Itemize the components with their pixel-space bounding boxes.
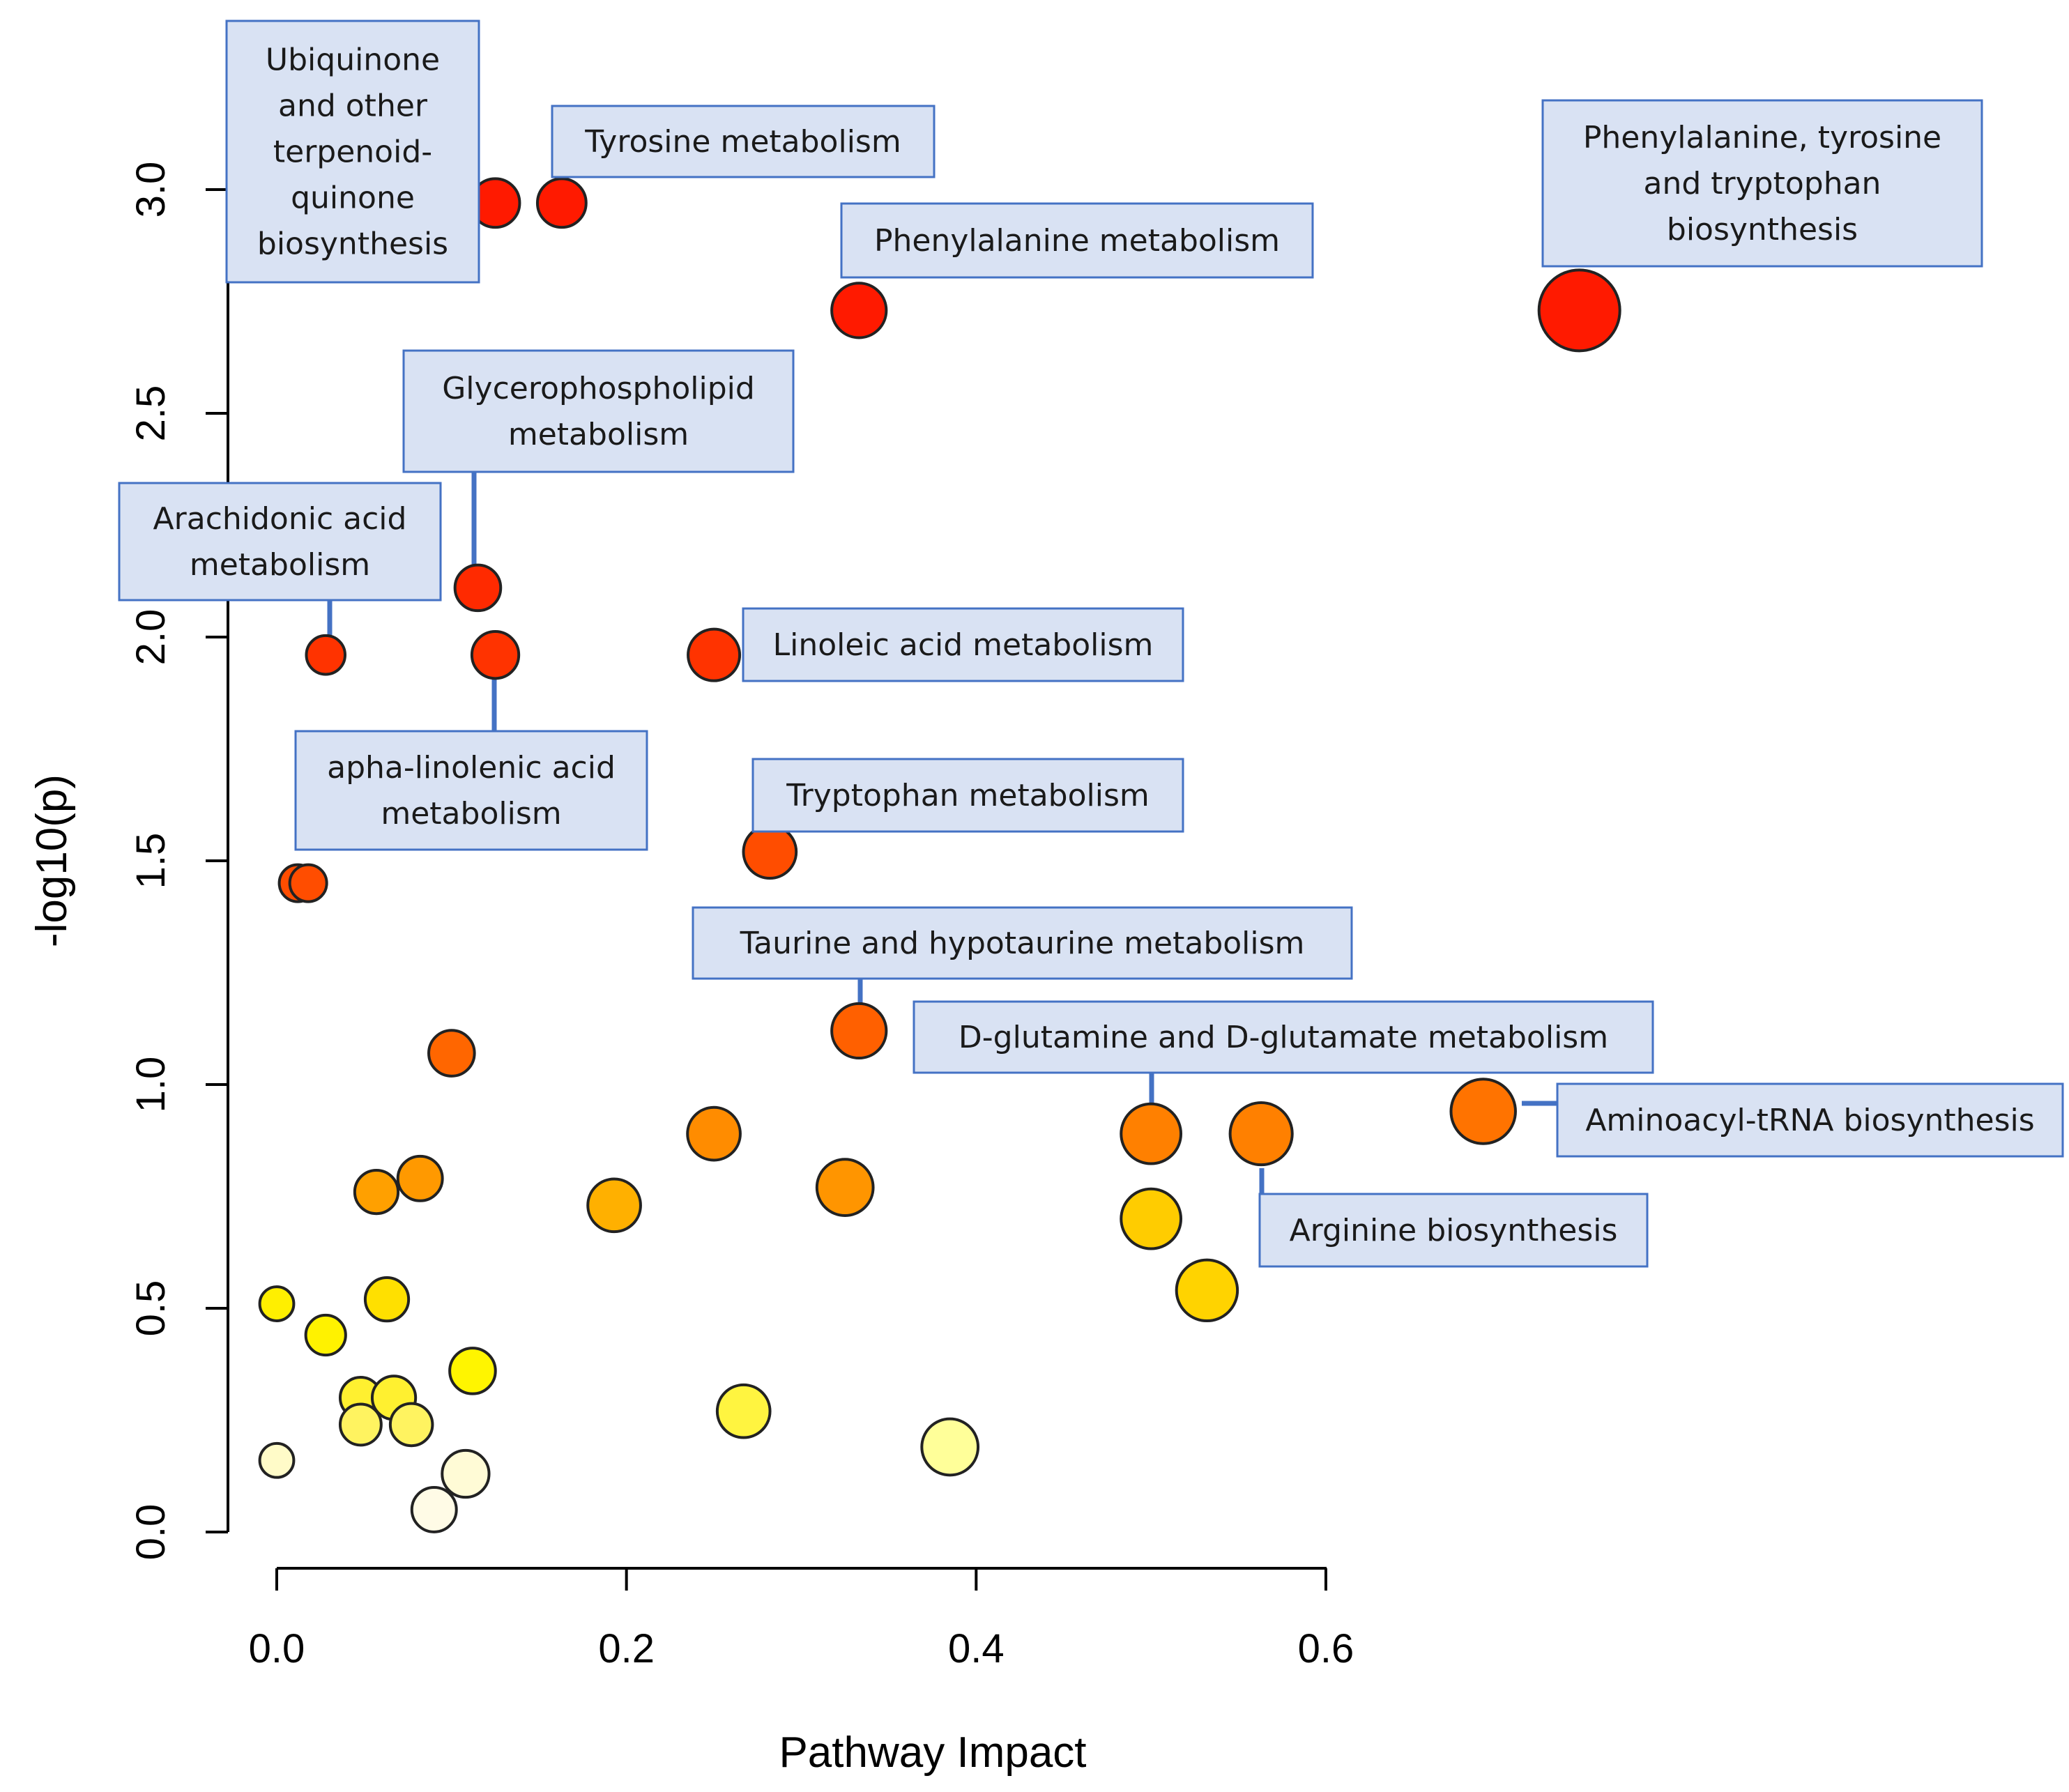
- annotation-label: and tryptophan: [1644, 166, 1881, 201]
- data-point: [338, 1402, 383, 1447]
- data-point: [1120, 1187, 1183, 1250]
- annotation-label: metabolism: [508, 417, 689, 452]
- data-point: [715, 1383, 772, 1439]
- annotation-label: biosynthesis: [1667, 212, 1858, 247]
- annotation-label: metabolism: [381, 796, 561, 832]
- annotation-box: [118, 482, 442, 602]
- data-point: [441, 1448, 491, 1499]
- annotation-d-glutamine: D-glutamine and D-glutamate metabolism: [913, 1000, 1654, 1074]
- annotation-label: Tryptophan metabolism: [786, 778, 1150, 813]
- x-tick-label: 0.4: [948, 1626, 1005, 1671]
- y-axis-title: -log10(p): [28, 774, 76, 947]
- annotation-box: [551, 105, 936, 178]
- data-point: [396, 1154, 444, 1202]
- data-point: [288, 863, 328, 903]
- data-point: [388, 1402, 434, 1448]
- x-tick-label: 0.0: [249, 1626, 305, 1671]
- points: [258, 177, 1621, 1533]
- annotation-label: biosynthesis: [257, 227, 448, 262]
- annotation-label: Phenylalanine, tyrosine: [1583, 120, 1941, 155]
- data-point: [830, 282, 888, 339]
- data-point: [742, 824, 798, 880]
- data-point: [1228, 1101, 1294, 1167]
- annotation-label: Arachidonic acid: [153, 501, 407, 537]
- y-tick-label: 1.5: [128, 833, 174, 889]
- annotation-label: D-glutamine and D-glutamate metabolism: [959, 1020, 1608, 1055]
- annotation-box: [225, 20, 480, 284]
- y-tick-label: 1.0: [128, 1057, 174, 1113]
- annotation-linoleic: Linoleic acid metabolism: [742, 607, 1184, 682]
- annotation-box: [692, 906, 1353, 980]
- data-point: [1537, 268, 1621, 353]
- annotation-tryptophan: Tryptophan metabolism: [751, 758, 1184, 833]
- annotation-alpha-linolenic: apha-linolenic acid metabolism: [294, 730, 648, 851]
- annotation-label: Arginine biosynthesis: [1290, 1213, 1618, 1248]
- annotation-box: [402, 349, 795, 473]
- data-point: [1449, 1078, 1517, 1145]
- annotation-box: [840, 202, 1314, 279]
- annotation-label: Taurine and hypotaurine metabolism: [740, 926, 1305, 961]
- annotation-label: Glycerophospholipid: [442, 371, 755, 406]
- y-tick-label: 3.0: [128, 162, 174, 218]
- annotation-glycerophospholipid: Glycerophospholipid metabolism: [402, 349, 795, 473]
- x-tick-label: 0.6: [1298, 1626, 1354, 1671]
- y-tick-label: 0.5: [128, 1280, 174, 1337]
- data-point: [586, 1177, 642, 1234]
- annotation-ubiquinone: Ubiquinone and other terpenoid-quinone bios…: [225, 20, 480, 284]
- annotation-label: Ubiquinone: [266, 43, 440, 78]
- data-point: [815, 1158, 875, 1218]
- annotation-label: and other: [278, 89, 428, 124]
- annotation-phenylalanine: Phenylalanine metabolism: [840, 202, 1314, 279]
- data-point: [448, 1347, 497, 1395]
- annotation-arachidonic: Arachidonic acid metabolism: [118, 482, 442, 602]
- annotation-box: [751, 758, 1184, 833]
- data-point: [920, 1417, 980, 1477]
- data-point: [258, 1441, 296, 1479]
- data-point: [830, 1002, 888, 1060]
- data-point: [304, 1313, 347, 1357]
- data-point: [427, 1029, 476, 1078]
- data-point: [1175, 1258, 1239, 1323]
- annotation-box: [1258, 1193, 1649, 1268]
- annotation-aminoacyl: Aminoacyl-tRNA biosynthesis: [1556, 1082, 2064, 1158]
- annotation-taurine: Taurine and hypotaurine metabolism: [692, 906, 1353, 980]
- annotation-label: quinone: [291, 181, 415, 216]
- y-tick-label: 2.5: [128, 385, 174, 442]
- data-point: [1120, 1102, 1183, 1165]
- annotation-box: [1541, 99, 1983, 268]
- annotation-tyrosine: Tyrosine metabolism: [551, 105, 936, 178]
- annotation-label: Tyrosine metabolism: [584, 124, 901, 160]
- annotation-box: [294, 730, 648, 851]
- annotation-label: apha-linolenic acid: [327, 750, 616, 786]
- annotations: Ubiquinone and other terpenoid-quinone bios…: [118, 20, 2064, 1268]
- data-point: [353, 1168, 400, 1216]
- data-point: [453, 563, 503, 613]
- annotation-box: [1556, 1082, 2064, 1158]
- data-point: [305, 634, 346, 676]
- annotation-label: Linoleic acid metabolism: [773, 627, 1154, 663]
- data-point: [410, 1485, 458, 1533]
- annotation-box: [913, 1000, 1654, 1074]
- annotation-label: metabolism: [190, 547, 370, 583]
- annotation-arginine: Arginine biosynthesis: [1258, 1193, 1649, 1268]
- data-point: [535, 177, 588, 229]
- y-tick-label: 0.0: [128, 1504, 174, 1561]
- data-point: [470, 630, 521, 680]
- data-point: [687, 627, 742, 682]
- data-point: [258, 1285, 296, 1322]
- annotation-phe-tyr-trp: Phenylalanine, tyrosine and tryptophan bio…: [1541, 99, 1983, 268]
- annotation-label: Aminoacyl-tRNA biosynthesis: [1585, 1103, 2034, 1138]
- annotation-label: Phenylalanine metabolism: [874, 223, 1280, 259]
- annotation-label: terpenoid-: [273, 135, 432, 170]
- data-point: [363, 1276, 411, 1323]
- y-tick-label: 2.0: [128, 609, 174, 666]
- axes: 0.0 0.2 0.4 0.6 0.0 0.5 1.0 1.5 2.0 2.5 3.0 Pathw…: [28, 162, 1354, 1777]
- x-axis-title: Pathway Impact: [779, 1729, 1086, 1777]
- data-point: [686, 1105, 742, 1162]
- annotation-box: [742, 607, 1184, 682]
- x-tick-label: 0.2: [598, 1626, 655, 1671]
